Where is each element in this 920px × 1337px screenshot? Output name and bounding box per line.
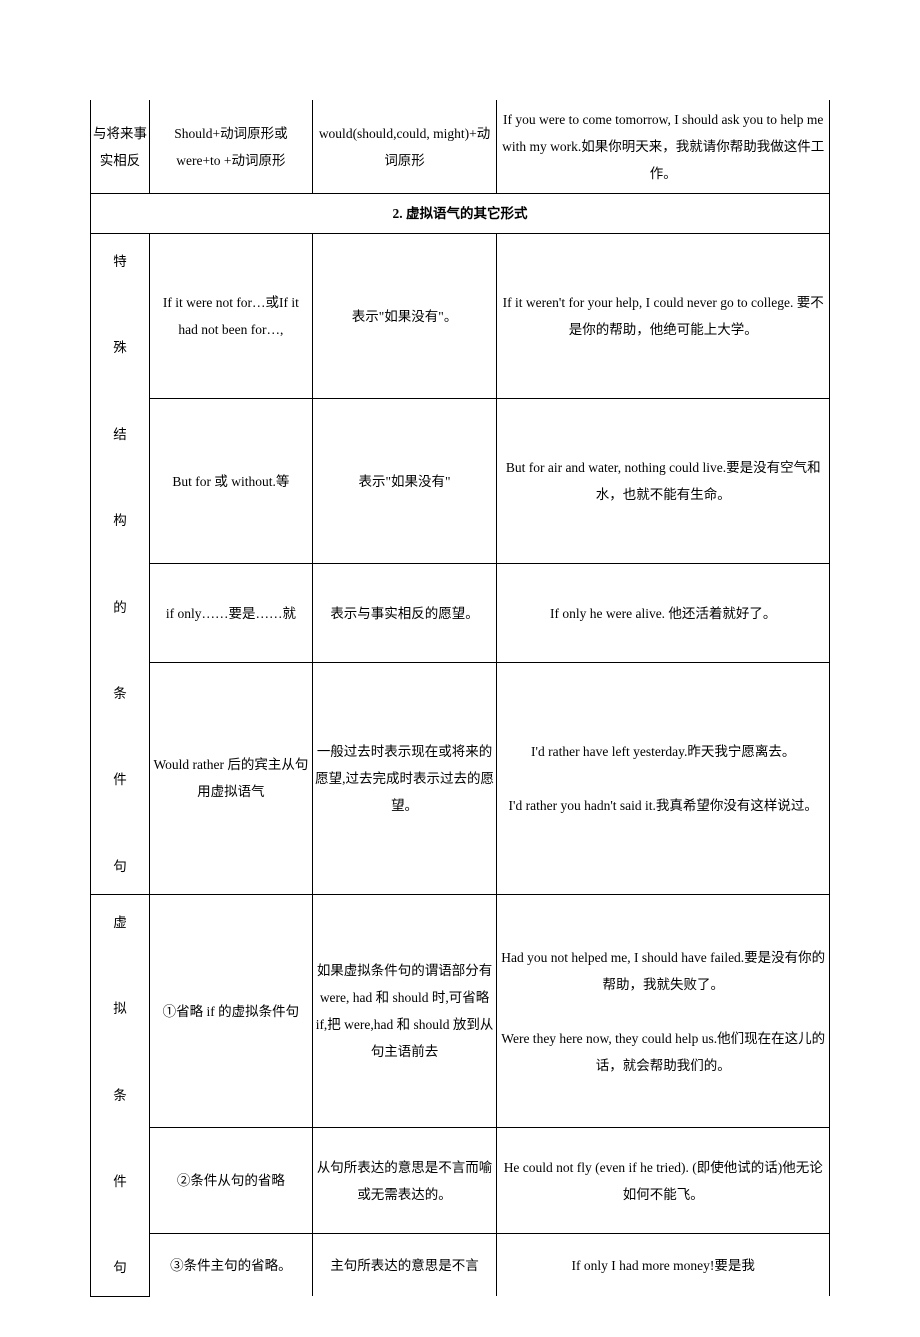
cell-structure: If it were not for…或If it had not been f… [150, 234, 313, 399]
table-row: 特 殊 结 构 的 条 件 句 If it were not for…或If i… [91, 234, 830, 399]
cell-structure: But for 或 without.等 [150, 399, 313, 564]
cell-example: But for air and water, nothing could liv… [497, 399, 830, 564]
cell-main-form: would(should,could, might)+动词原形 [312, 100, 497, 194]
cell-meaning: 主句所表达的意思是不言 [312, 1234, 497, 1296]
cell-structure: Would rather 后的宾主从句用虚拟语气 [150, 663, 313, 895]
cell-meaning: 表示"如果没有"。 [312, 234, 497, 399]
cell-condition-type: 与将来事实相反 [91, 100, 150, 194]
cell-structure: ②条件从句的省略 [150, 1128, 313, 1234]
cell-example: I'd rather have left yesterday.昨天我宁愿离去。 … [497, 663, 830, 895]
table-row: Would rather 后的宾主从句用虚拟语气 一般过去时表示现在或将来的愿望… [91, 663, 830, 895]
cell-structure: if only……要是……就 [150, 564, 313, 663]
cell-example: If only he were alive. 他还活着就好了。 [497, 564, 830, 663]
cell-example: If only I had more money!要是我 [497, 1234, 830, 1296]
cell-meaning: 一般过去时表示现在或将来的愿望,过去完成时表示过去的愿望。 [312, 663, 497, 895]
cell-meaning: 表示与事实相反的愿望。 [312, 564, 497, 663]
section-header-cell: 2. 虚拟语气的其它形式 [91, 194, 830, 234]
cell-group-label-virtual: 虚 拟 条 件 句 [91, 894, 150, 1296]
table-row: 与将来事实相反 Should+动词原形或were+to +动词原形 would(… [91, 100, 830, 194]
table-row: 虚 拟 条 件 句 ①省略 if 的虚拟条件句 如果虚拟条件句的谓语部分有 we… [91, 894, 830, 1128]
table-row: But for 或 without.等 表示"如果没有" But for air… [91, 399, 830, 564]
cell-group-label-special: 特 殊 结 构 的 条 件 句 [91, 234, 150, 895]
grammar-table: 与将来事实相反 Should+动词原形或were+to +动词原形 would(… [90, 100, 830, 1297]
cell-meaning: 表示"如果没有" [312, 399, 497, 564]
table-row: if only……要是……就 表示与事实相反的愿望。 If only he we… [91, 564, 830, 663]
cell-clause-form: Should+动词原形或were+to +动词原形 [150, 100, 313, 194]
cell-example: He could not fly (even if he tried). (即使… [497, 1128, 830, 1234]
cell-example: Had you not helped me, I should have fai… [497, 894, 830, 1128]
cell-meaning: 如果虚拟条件句的谓语部分有 were, had 和 should 时,可省略 i… [312, 894, 497, 1128]
cell-structure: ③条件主句的省略。 [150, 1234, 313, 1296]
document-page: 与将来事实相反 Should+动词原形或were+to +动词原形 would(… [0, 0, 920, 1337]
cell-example: If it weren't for your help, I could nev… [497, 234, 830, 399]
cell-meaning: 从句所表达的意思是不言而喻或无需表达的。 [312, 1128, 497, 1234]
cell-structure: ①省略 if 的虚拟条件句 [150, 894, 313, 1128]
section-header-row: 2. 虚拟语气的其它形式 [91, 194, 830, 234]
table-row: ③条件主句的省略。 主句所表达的意思是不言 If only I had more… [91, 1234, 830, 1296]
cell-example: If you were to come tomorrow, I should a… [497, 100, 830, 194]
table-row: ②条件从句的省略 从句所表达的意思是不言而喻或无需表达的。 He could n… [91, 1128, 830, 1234]
